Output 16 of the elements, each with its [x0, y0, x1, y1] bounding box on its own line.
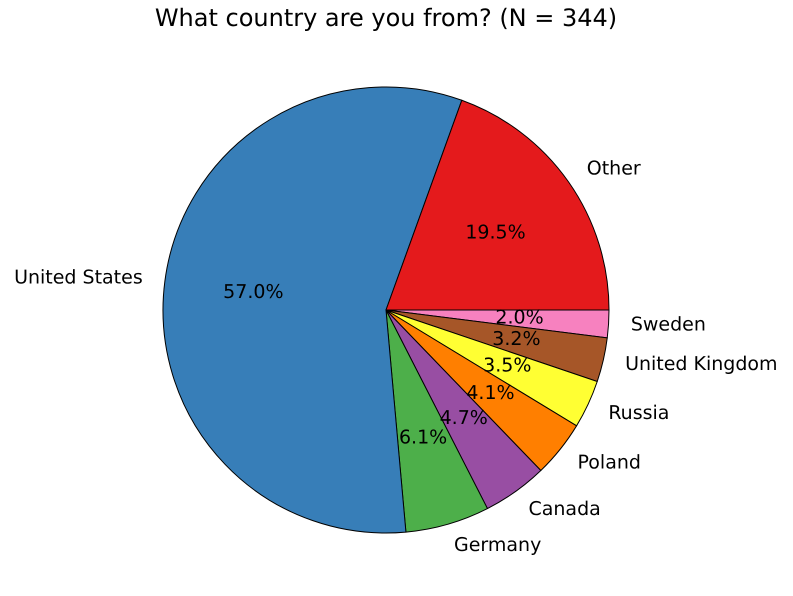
slice-label: Other: [586, 157, 641, 180]
slice-label: Canada: [528, 498, 601, 520]
data-label: 6.1%: [398, 426, 448, 449]
slice-label: Poland: [578, 451, 641, 474]
data-label: 3.2%: [492, 328, 541, 350]
chart-title: What country are you from? (N = 344): [154, 4, 618, 32]
slice-label: Russia: [608, 402, 670, 424]
data-label: 57.0%: [223, 281, 284, 304]
slice-label: United Kingdom: [625, 353, 778, 376]
slice-label: Germany: [454, 534, 542, 556]
slice-label: Sweden: [630, 314, 706, 336]
data-label: 3.5%: [483, 354, 532, 377]
data-label: 19.5%: [465, 221, 526, 244]
slice-label: United States: [14, 266, 143, 289]
data-label: 4.1%: [466, 382, 515, 404]
data-label: 4.7%: [440, 407, 488, 430]
